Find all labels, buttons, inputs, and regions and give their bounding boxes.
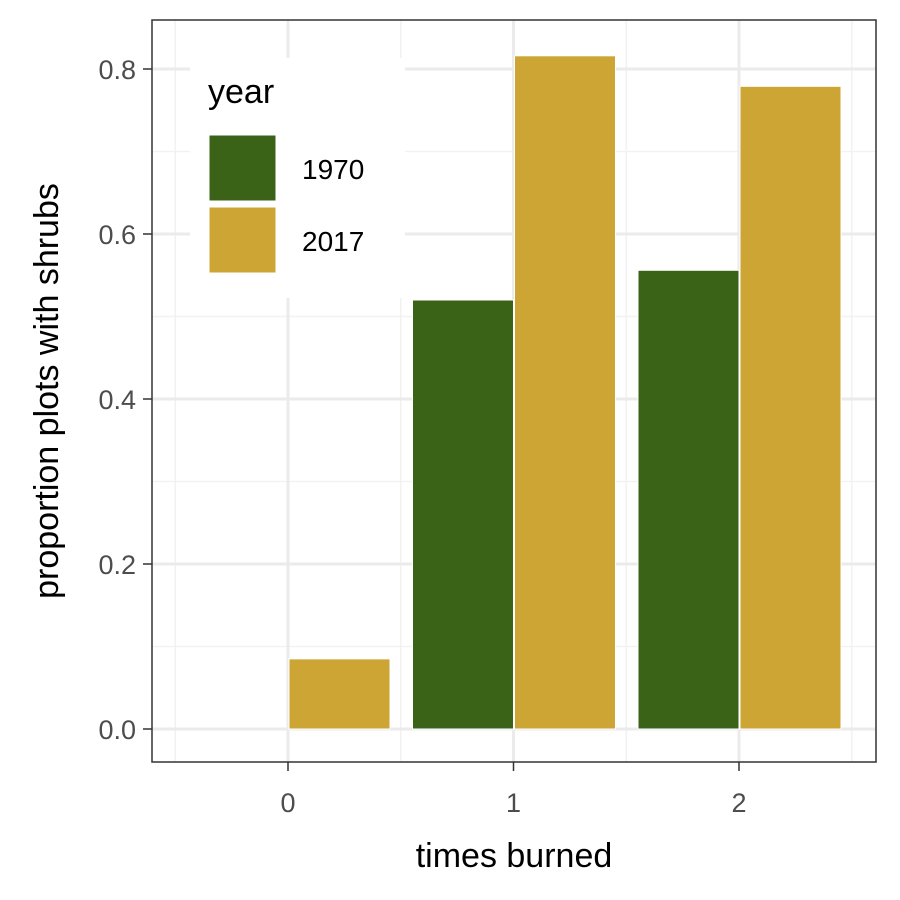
legend-label-2017: 2017 xyxy=(302,226,364,257)
x-tick-label: 0 xyxy=(280,788,295,818)
legend-title: year xyxy=(208,73,274,111)
y-tick-label: 0.2 xyxy=(98,550,136,580)
y-tick-label: 0.4 xyxy=(98,385,136,415)
legend-label-1970: 1970 xyxy=(302,154,364,185)
x-axis-title: times burned xyxy=(416,837,613,875)
x-tick-label: 2 xyxy=(731,788,746,818)
bar-2017-1 xyxy=(514,55,616,730)
bar-2017-0 xyxy=(288,658,391,730)
bar-2017-2 xyxy=(739,85,842,730)
y-tick-label: 0.6 xyxy=(98,220,136,250)
axes: 0.0 0.2 0.4 0.6 0.8 0 1 2 xyxy=(98,55,746,818)
y-tick-label: 0.8 xyxy=(98,55,136,85)
legend-items: 1970 2017 xyxy=(208,134,364,274)
bars xyxy=(288,55,842,730)
y-tick-label: 0.0 xyxy=(98,715,136,745)
legend-key-1970 xyxy=(208,134,277,202)
y-axis-title: proportion plots with shrubs xyxy=(28,183,66,599)
bar-1970-2 xyxy=(637,269,740,730)
bar-1970-1 xyxy=(412,299,514,730)
legend-key-2017 xyxy=(208,206,277,274)
legend: year 1970 2017 xyxy=(190,58,405,298)
x-tick-label: 1 xyxy=(506,788,521,818)
